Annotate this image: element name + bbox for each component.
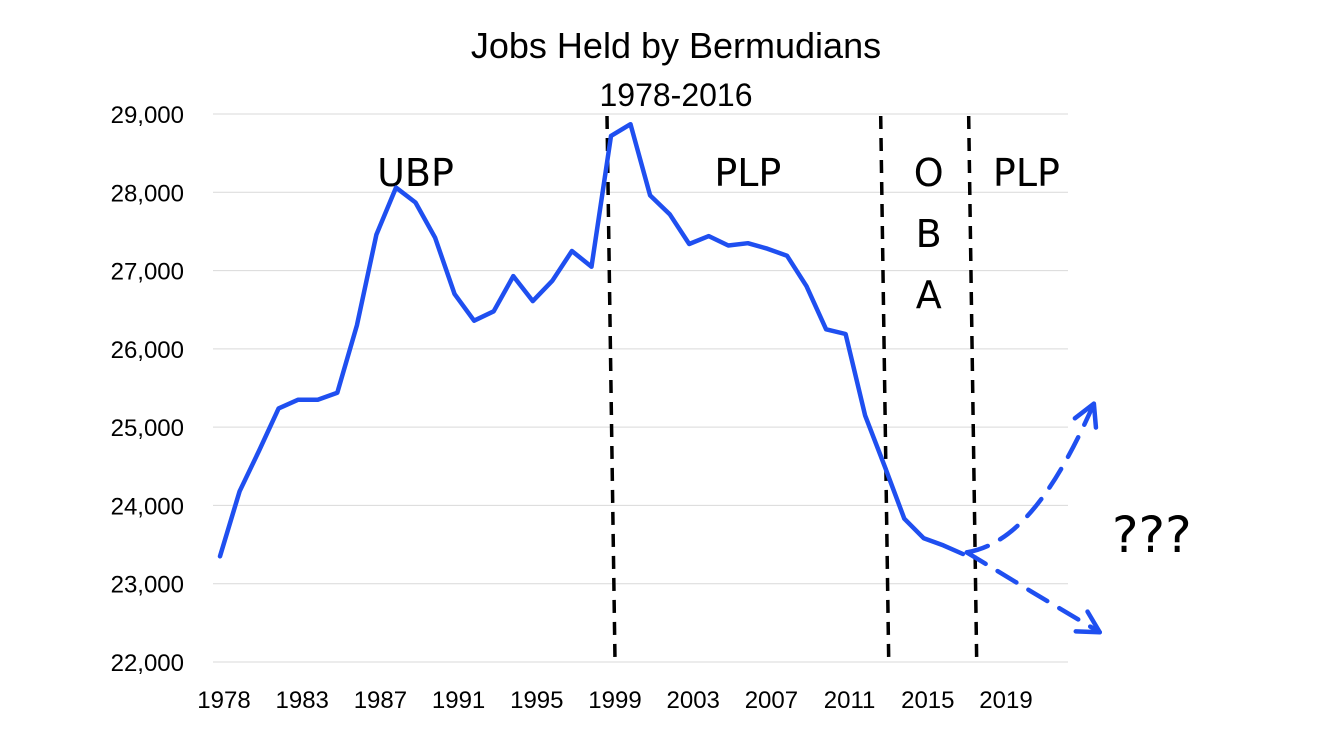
x-tick-label: 1991	[432, 687, 485, 714]
era-divider	[605, 115, 617, 661]
x-tick-label: 1999	[588, 687, 641, 714]
series-layer	[217, 121, 966, 559]
question-annotation: ???	[1112, 506, 1192, 564]
chart-title: Jobs Held by Bermudians	[471, 25, 881, 66]
era-label: UBP	[377, 151, 454, 195]
y-axis-tick-labels: 22,000 23,000 24,000 25,000 26,000 27,000 28,0…	[111, 102, 184, 677]
arrowhead-up	[1072, 401, 1099, 430]
x-tick-label: 2011	[824, 687, 876, 714]
x-tick-label: 1983	[276, 687, 329, 714]
y-tick-label: 28,000	[111, 180, 184, 207]
y-tick-label: 24,000	[111, 493, 184, 520]
projection-arrows	[964, 401, 1102, 635]
era-label: PLP	[714, 151, 781, 195]
series-line	[217, 121, 966, 559]
x-tick-label: 1995	[510, 687, 563, 714]
y-tick-label: 22,000	[111, 650, 184, 677]
y-tick-label: 26,000	[111, 337, 184, 364]
arrowhead-down	[1073, 609, 1102, 635]
era-divider	[966, 115, 979, 661]
y-tick-label: 25,000	[111, 415, 184, 442]
x-tick-label: 2015	[901, 687, 954, 714]
era-labels: UBP PLP O B A PLP	[377, 151, 1060, 317]
gridlines	[213, 113, 1068, 663]
projection-up	[964, 401, 1097, 555]
x-tick-label: 2007	[745, 687, 798, 714]
era-divider	[878, 115, 891, 661]
x-tick-label: 2019	[979, 687, 1032, 714]
chart-subtitle: 1978-2016	[599, 77, 752, 113]
era-label: PLP	[993, 151, 1060, 195]
x-tick-label: 1987	[354, 687, 407, 714]
projection-down	[964, 550, 1102, 635]
x-tick-label: 1978	[197, 687, 250, 714]
y-tick-label: 29,000	[111, 102, 184, 129]
x-axis-tick-labels: 1978 1983 1987 1991 1995 1999 2003 2007 2011 2015…	[197, 687, 1032, 714]
era-dividers	[605, 115, 979, 661]
y-tick-label: 27,000	[111, 259, 184, 286]
y-tick-label: 23,000	[111, 572, 184, 599]
x-tick-label: 2003	[667, 687, 720, 714]
